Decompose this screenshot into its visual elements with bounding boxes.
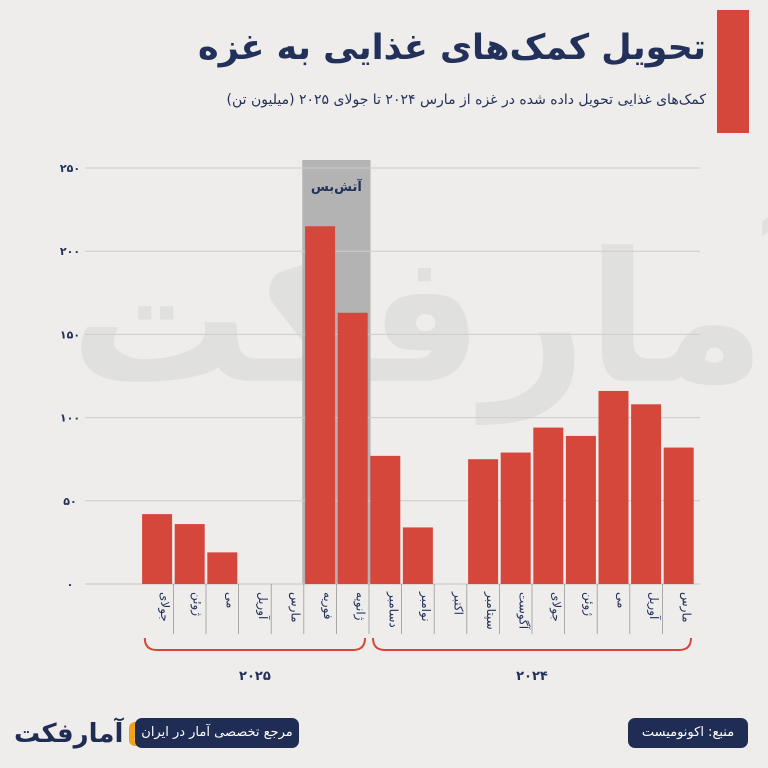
bar	[402, 527, 433, 584]
bar	[468, 459, 499, 584]
x-tick-label: می	[223, 592, 237, 608]
x-tick-label: جولای	[157, 592, 172, 622]
y-tick-label: ۲۰۰	[60, 245, 80, 258]
y-tick-label: ۱۰۰	[60, 412, 80, 425]
year-bracket	[143, 637, 366, 651]
y-tick-label: ۰	[67, 578, 74, 591]
bar	[663, 447, 694, 584]
ceasefire-label: آتش‌بس	[311, 178, 363, 195]
page-title: تحویل کمک‌های غذایی به غزه	[198, 28, 706, 68]
x-tick-label: مارس	[679, 592, 694, 623]
x-tick-label: اکتبر	[451, 591, 466, 615]
bar	[174, 524, 205, 584]
x-tick-label: آوریل	[255, 592, 271, 620]
logo-text: آمارفکت	[14, 719, 124, 749]
y-tick-label: ۵۰	[63, 495, 76, 508]
watermark: آمارفکت	[70, 215, 768, 424]
y-tick-label: ۱۵۰	[60, 328, 80, 341]
bar	[598, 390, 629, 584]
logo: آمارفکت	[14, 714, 154, 754]
bar	[207, 552, 238, 584]
x-tick-label: ژوئن	[190, 592, 205, 616]
x-tick-label: آگوست	[516, 592, 532, 630]
year-label: ۲۰۲۴	[516, 669, 548, 684]
x-tick-label: نوامبر	[418, 591, 433, 622]
x-tick-label: فوریه	[320, 592, 335, 620]
x-tick-label: می	[615, 592, 629, 608]
bar	[337, 312, 368, 584]
bar	[500, 452, 531, 584]
tagline-badge: مرجع تخصصی آمار در ایران	[135, 718, 299, 748]
chart-subtitle: کمک‌های غذایی تحویل داده شده در غزه از م…	[226, 92, 706, 108]
x-tick-label: سپتامبر	[483, 591, 498, 630]
accent-bar	[717, 10, 749, 133]
y-tick-label: ۲۵۰	[60, 162, 80, 175]
bar	[565, 435, 596, 584]
x-tick-label: مارس	[288, 592, 303, 623]
x-tick-label: ژوئن	[581, 592, 596, 616]
bar	[142, 514, 173, 584]
x-tick-label: آوریل	[646, 592, 662, 620]
year-bracket	[372, 637, 692, 651]
bar	[305, 226, 336, 585]
x-tick-label: جولای	[548, 592, 563, 622]
x-tick-label: دسامبر	[385, 591, 400, 628]
x-tick-label: ژانویه	[353, 592, 368, 621]
source-badge: منبع: اکونومیست	[628, 718, 748, 748]
year-label: ۲۰۲۵	[239, 669, 271, 684]
bar-chart: آتش‌بس ۰ ۵۰ ۱۰۰ ۱۵۰ ۲۰۰ ۲۵۰ مارس آوریل می ژوئن جولا…	[60, 160, 700, 684]
bar	[631, 404, 662, 584]
bar	[370, 455, 401, 584]
bar	[533, 427, 564, 584]
